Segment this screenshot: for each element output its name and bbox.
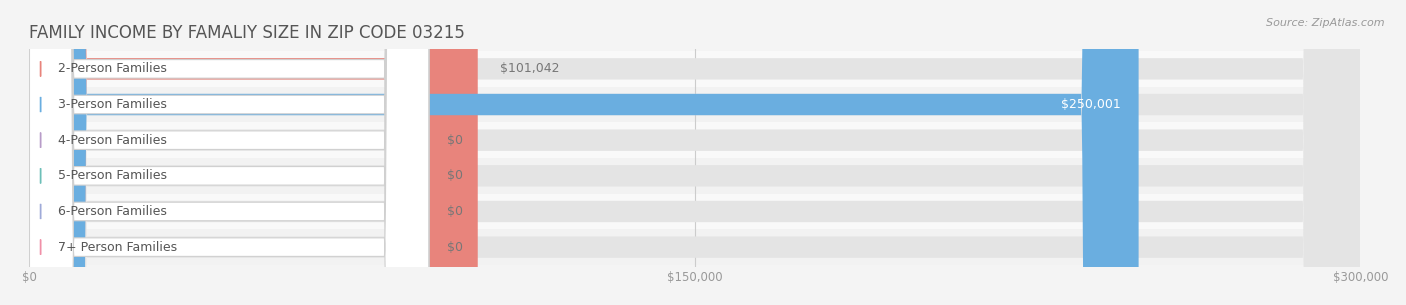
- FancyBboxPatch shape: [30, 0, 429, 305]
- Text: $250,001: $250,001: [1062, 98, 1121, 111]
- FancyBboxPatch shape: [30, 0, 429, 305]
- FancyBboxPatch shape: [30, 0, 1361, 305]
- FancyBboxPatch shape: [30, 0, 1361, 305]
- FancyBboxPatch shape: [30, 122, 1361, 158]
- FancyBboxPatch shape: [30, 0, 478, 305]
- FancyBboxPatch shape: [30, 0, 1361, 305]
- FancyBboxPatch shape: [30, 194, 1361, 229]
- FancyBboxPatch shape: [30, 0, 1361, 305]
- Text: Source: ZipAtlas.com: Source: ZipAtlas.com: [1267, 18, 1385, 28]
- Text: 3-Person Families: 3-Person Families: [58, 98, 167, 111]
- FancyBboxPatch shape: [30, 0, 429, 305]
- FancyBboxPatch shape: [30, 0, 429, 305]
- FancyBboxPatch shape: [30, 158, 1361, 194]
- Text: 7+ Person Families: 7+ Person Families: [58, 241, 177, 254]
- Text: FAMILY INCOME BY FAMALIY SIZE IN ZIP CODE 03215: FAMILY INCOME BY FAMALIY SIZE IN ZIP COD…: [30, 24, 465, 42]
- Text: $0: $0: [447, 241, 463, 254]
- FancyBboxPatch shape: [30, 0, 1361, 305]
- Text: 4-Person Families: 4-Person Families: [58, 134, 167, 147]
- FancyBboxPatch shape: [30, 0, 1139, 305]
- Text: $0: $0: [447, 169, 463, 182]
- Text: 6-Person Families: 6-Person Families: [58, 205, 167, 218]
- Text: $0: $0: [447, 205, 463, 218]
- Text: $0: $0: [447, 134, 463, 147]
- FancyBboxPatch shape: [30, 0, 429, 305]
- Text: 2-Person Families: 2-Person Families: [58, 62, 167, 75]
- FancyBboxPatch shape: [30, 0, 429, 305]
- Text: 5-Person Families: 5-Person Families: [58, 169, 167, 182]
- Text: $101,042: $101,042: [501, 62, 560, 75]
- FancyBboxPatch shape: [30, 229, 1361, 265]
- FancyBboxPatch shape: [30, 0, 1361, 305]
- FancyBboxPatch shape: [30, 51, 1361, 87]
- FancyBboxPatch shape: [30, 87, 1361, 122]
